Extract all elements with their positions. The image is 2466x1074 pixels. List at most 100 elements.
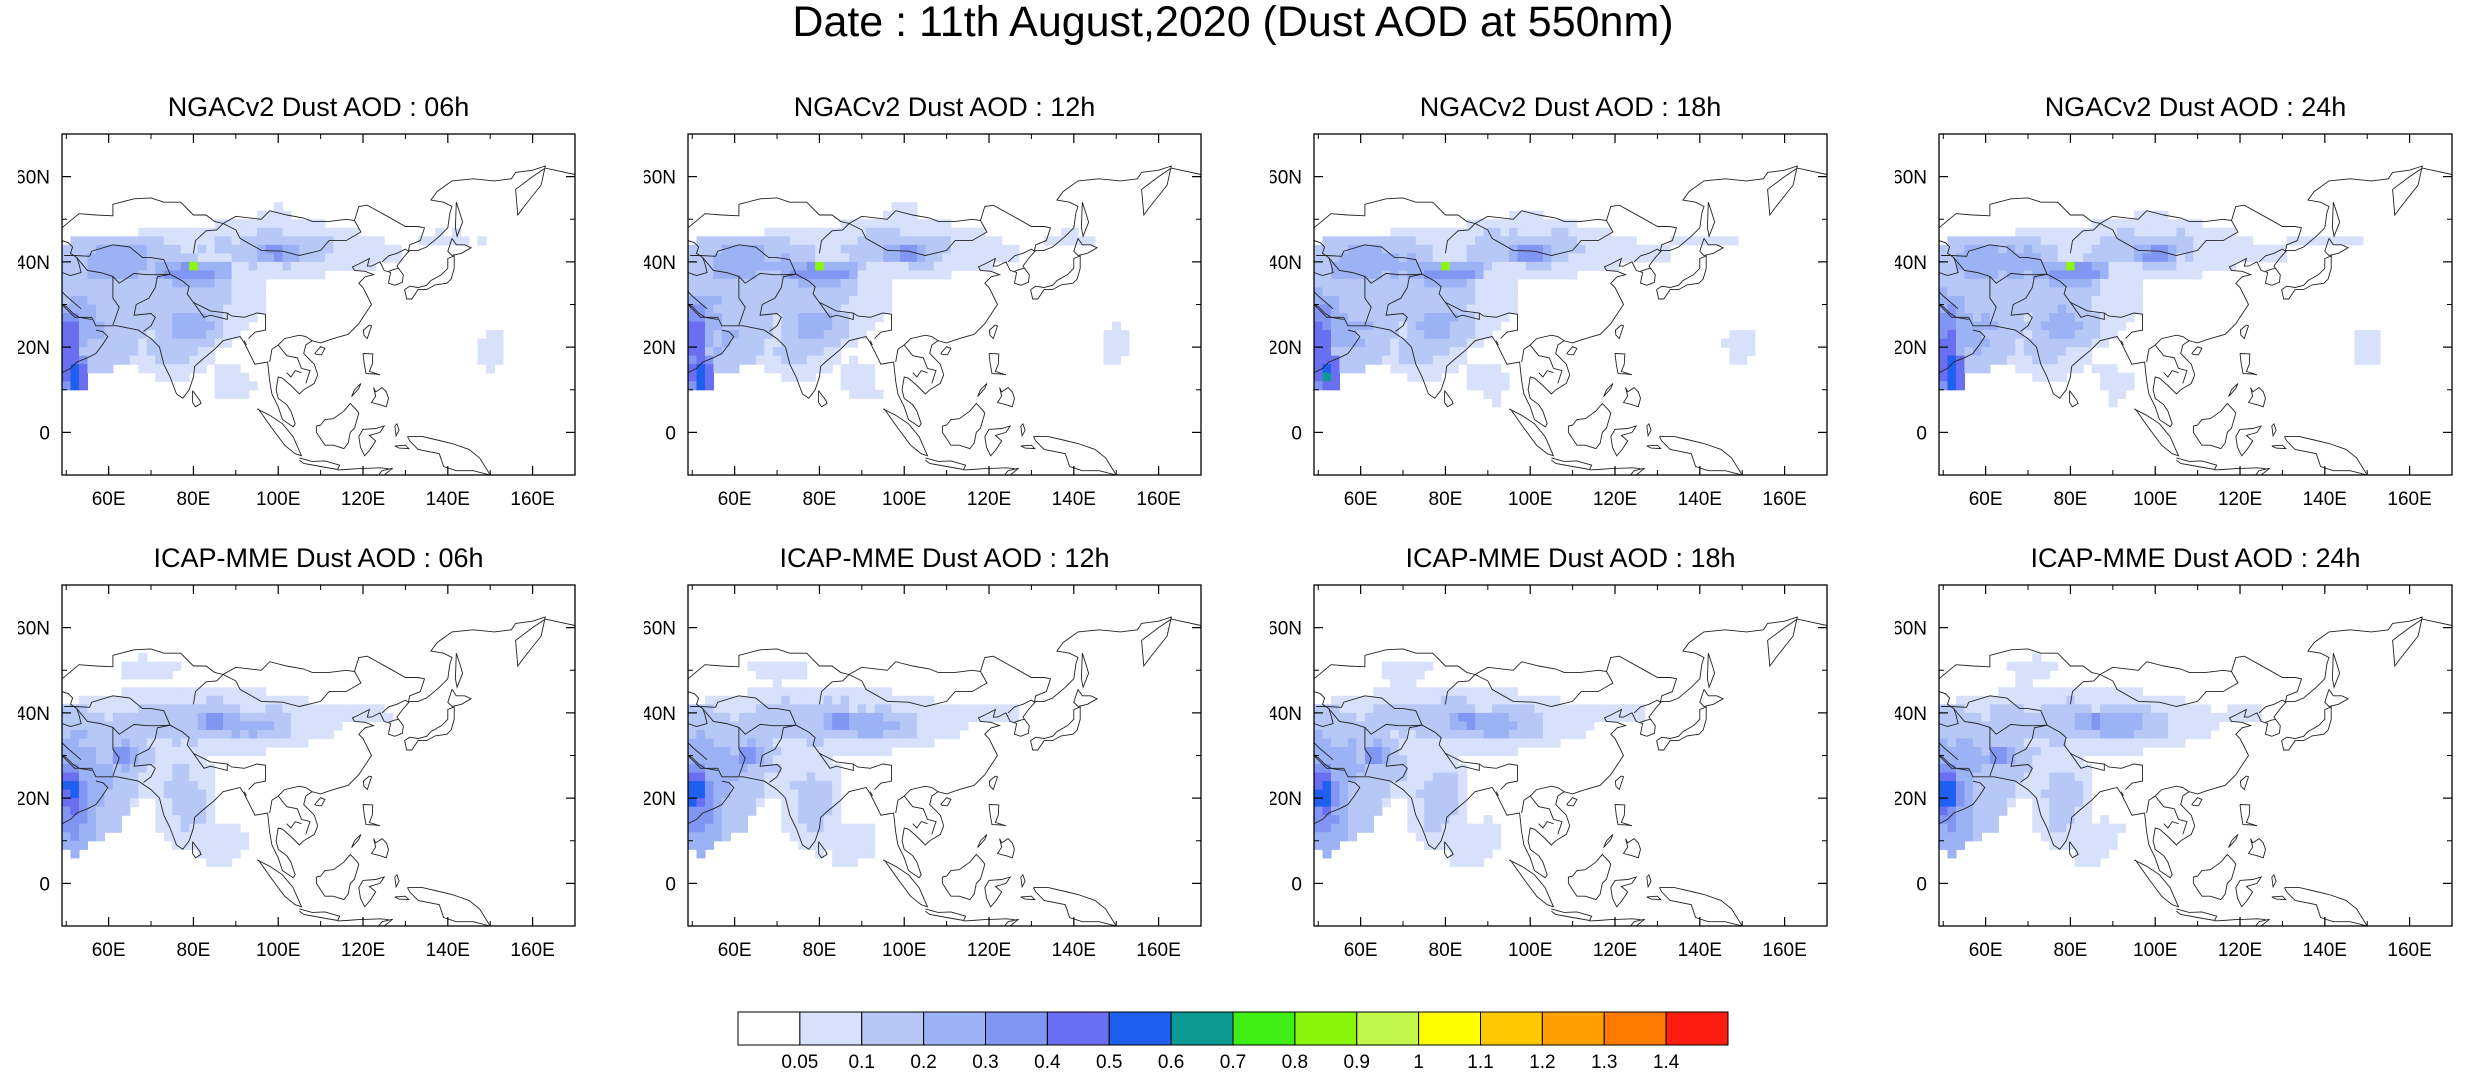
aod-cell bbox=[2074, 695, 2084, 705]
aod-cell bbox=[1593, 253, 1603, 263]
aod-cell bbox=[2193, 704, 2203, 714]
aod-cell bbox=[95, 789, 105, 799]
aod-cell bbox=[146, 687, 156, 697]
aod-cell bbox=[1407, 704, 1417, 714]
aod-cell bbox=[231, 712, 241, 722]
aod-cell bbox=[155, 347, 165, 357]
aod-cell bbox=[2083, 261, 2093, 271]
aod-cell bbox=[1458, 806, 1468, 816]
aod-cell bbox=[874, 261, 884, 271]
coastline bbox=[394, 873, 400, 889]
aod-cell bbox=[1364, 798, 1374, 808]
aod-cell bbox=[2049, 764, 2059, 774]
aod-cell bbox=[2083, 304, 2093, 314]
aod-cell bbox=[2210, 244, 2220, 254]
aod-cell bbox=[1449, 695, 1459, 705]
aod-cell bbox=[138, 270, 148, 280]
aod-cell bbox=[1475, 338, 1485, 348]
aod-cell bbox=[273, 219, 284, 229]
aod-cell bbox=[713, 746, 723, 757]
aod-cell bbox=[172, 227, 182, 237]
aod-cell bbox=[1364, 330, 1374, 340]
aod-cell bbox=[1373, 781, 1383, 791]
coastline bbox=[76, 257, 171, 284]
aod-cell bbox=[257, 219, 267, 229]
aod-cell bbox=[2015, 364, 2025, 374]
aod-cell bbox=[1947, 261, 1957, 271]
aod-cell bbox=[78, 338, 89, 348]
aod-cell bbox=[104, 704, 114, 714]
aod-cell bbox=[849, 721, 859, 731]
aod-cell bbox=[1542, 712, 1553, 722]
aod-cell bbox=[2176, 219, 2186, 229]
aod-cell bbox=[1407, 321, 1417, 331]
aod-cell bbox=[1044, 236, 1054, 246]
aod-cell bbox=[163, 789, 173, 799]
aod-cell bbox=[2057, 347, 2067, 357]
aod-cell bbox=[849, 253, 859, 263]
aod-cell bbox=[2023, 789, 2033, 799]
aod-cell bbox=[1314, 721, 1324, 731]
aod-cell bbox=[231, 389, 241, 399]
aod-cell bbox=[1381, 287, 1391, 297]
aod-cell bbox=[747, 321, 757, 331]
aod-cell bbox=[206, 772, 216, 782]
aod-cell bbox=[738, 806, 748, 816]
aod-cell bbox=[1947, 789, 1957, 799]
aod-cell bbox=[1424, 772, 1434, 782]
aod-cell bbox=[704, 253, 715, 263]
colorbar-swatch bbox=[1603, 1011, 1667, 1046]
aod-cell bbox=[172, 823, 182, 833]
aod-cell bbox=[1415, 227, 1425, 237]
aod-cell bbox=[738, 746, 748, 757]
aod-cell bbox=[248, 729, 258, 740]
aod-cell bbox=[206, 330, 216, 340]
aod-cell bbox=[713, 347, 723, 357]
aod-cell bbox=[1364, 355, 1374, 365]
aod-cell bbox=[197, 261, 207, 271]
coastline bbox=[358, 425, 386, 457]
aod-cell bbox=[2040, 687, 2050, 697]
aod-cell bbox=[704, 789, 715, 799]
aod-cell bbox=[1509, 219, 1519, 229]
coastline bbox=[2265, 718, 2277, 723]
aod-cell bbox=[1330, 746, 1341, 757]
aod-cell bbox=[815, 355, 825, 365]
aod-cell bbox=[163, 330, 173, 340]
aod-cell bbox=[704, 295, 715, 306]
aod-cell bbox=[806, 321, 816, 331]
aod-cell bbox=[2210, 261, 2220, 271]
aod-cell bbox=[798, 270, 808, 280]
aod-cell bbox=[1398, 764, 1408, 774]
aod-cell bbox=[764, 661, 774, 671]
aod-cell bbox=[87, 347, 97, 357]
aod-cell bbox=[1998, 729, 2008, 740]
aod-cell bbox=[1585, 261, 1595, 271]
aod-cell bbox=[1432, 695, 1442, 705]
aod-cell bbox=[1103, 338, 1113, 348]
coastline bbox=[381, 699, 409, 714]
aod-cell bbox=[1466, 372, 1476, 382]
aod-cell bbox=[840, 687, 850, 697]
aod-cell bbox=[2100, 236, 2110, 246]
aod-cell bbox=[764, 738, 774, 748]
aod-cell bbox=[2015, 789, 2025, 799]
aod-cell bbox=[1542, 695, 1553, 705]
aod-cell bbox=[781, 704, 791, 714]
aod-cell bbox=[104, 798, 114, 808]
y-tick-label: 20N bbox=[1895, 338, 1927, 359]
aod-cell bbox=[1052, 236, 1062, 246]
coastline bbox=[1939, 648, 2101, 680]
aod-cell bbox=[806, 789, 816, 799]
aod-cell bbox=[1627, 704, 1637, 714]
aod-cell bbox=[172, 815, 182, 825]
aod-cell bbox=[1415, 347, 1425, 357]
aod-cell bbox=[129, 313, 139, 323]
aod-cell bbox=[713, 695, 723, 705]
aod-cell bbox=[324, 729, 334, 740]
aod-cell bbox=[1390, 695, 1400, 705]
aod-cell bbox=[273, 202, 284, 212]
aod-cell bbox=[155, 798, 165, 808]
aod-cell bbox=[2091, 849, 2101, 859]
aod-cell bbox=[789, 764, 799, 774]
